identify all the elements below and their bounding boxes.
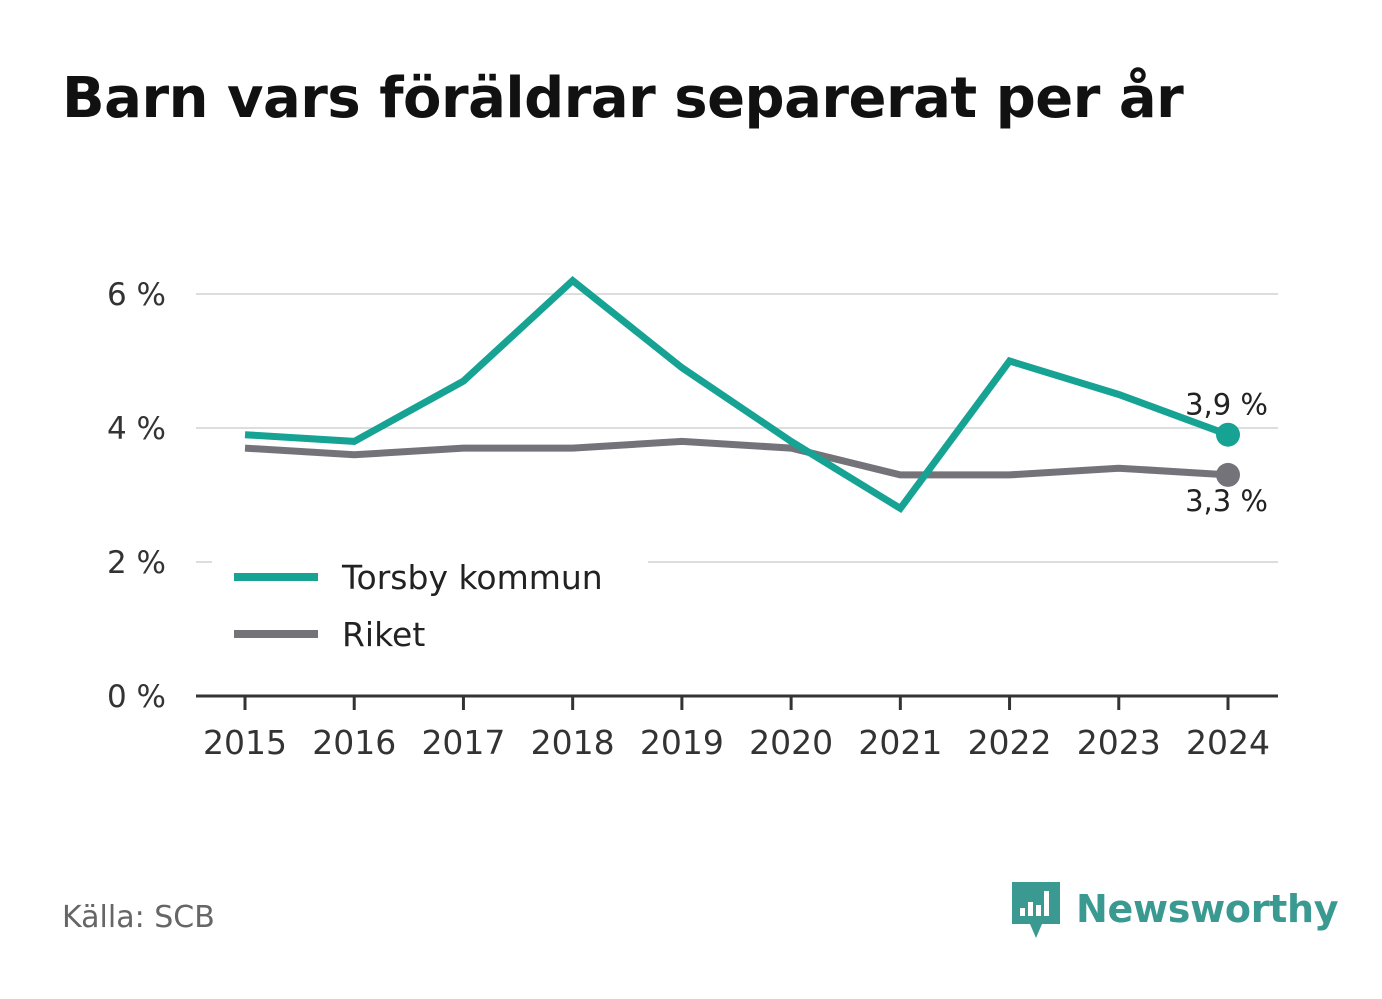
x-tick-label: 2017 xyxy=(421,723,505,762)
x-tick-label: 2018 xyxy=(531,723,615,762)
x-axis: 2015 2016 2017 2018 2019 2020 2021 2022 2023 2024 xyxy=(196,694,1278,762)
legend: Torsby kommun Riket xyxy=(212,545,648,665)
source-note: Källa: SCB xyxy=(62,900,215,935)
end-value-labels: 3,9 % 3,3 % xyxy=(1185,388,1268,518)
brand-name: Newsworthy xyxy=(1076,887,1339,931)
legend-background xyxy=(212,545,648,665)
legend-label: Riket xyxy=(342,615,425,654)
y-tick-label: 6 % xyxy=(107,277,166,313)
series-lines xyxy=(244,275,1240,514)
x-tick-label: 2023 xyxy=(1077,723,1161,762)
y-tick-label: 0 % xyxy=(107,679,166,715)
x-tick-label: 2022 xyxy=(968,723,1052,762)
bar-chart-icon xyxy=(1012,882,1060,938)
series-line-torsby xyxy=(244,275,1230,514)
x-tick-label: 2019 xyxy=(640,723,724,762)
x-tick-label: 2016 xyxy=(312,723,396,762)
chart-title: Barn vars föräldrar separerat per år xyxy=(62,66,1184,131)
end-value-label: 3,3 % xyxy=(1185,484,1268,518)
legend-label: Torsby kommun xyxy=(341,558,603,597)
newsworthy-logo: Newsworthy xyxy=(1010,878,1339,940)
x-tick-label: 2024 xyxy=(1186,723,1270,762)
x-tick-label: 2015 xyxy=(203,723,287,762)
x-tick-label: 2021 xyxy=(858,723,942,762)
y-tick-label: 4 % xyxy=(107,411,166,447)
y-tick-label: 2 % xyxy=(107,545,166,581)
series-line-riket xyxy=(244,437,1229,479)
end-point-marker xyxy=(1216,462,1240,487)
y-axis-tick-labels: 0 % 2 % 4 % 6 % xyxy=(107,277,166,715)
grid-lines xyxy=(196,293,1278,563)
end-value-label: 3,9 % xyxy=(1185,388,1268,422)
x-tick-label: 2020 xyxy=(749,723,833,762)
end-point-marker xyxy=(1216,422,1240,447)
